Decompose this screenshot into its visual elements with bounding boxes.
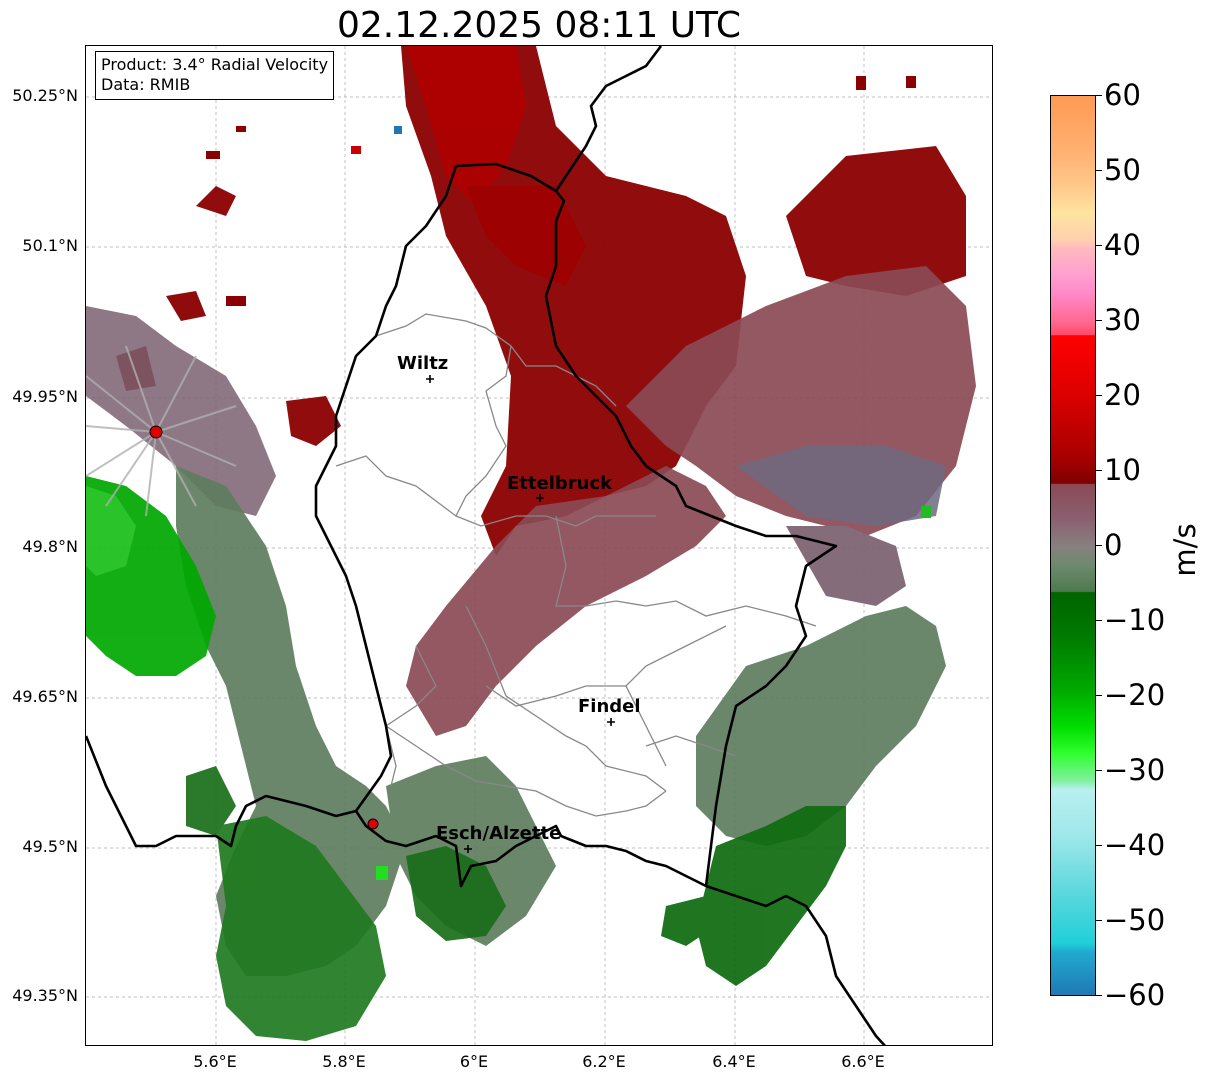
radar-site-marker-south (367, 818, 379, 830)
colorbar-tick (1096, 620, 1102, 621)
city-label-findel: Findel (578, 696, 641, 717)
colorbar-gradient (1051, 96, 1095, 995)
colorbar-tick-label: 10 (1104, 453, 1141, 487)
lon-tick-label: 6.6°E (841, 1052, 885, 1071)
city-label-ettelbruck: Ettelbruck (507, 473, 613, 494)
colorbar-tick-label: 40 (1104, 228, 1141, 262)
colorbar-tick-label: 0 (1104, 528, 1123, 562)
lon-tick-label: 5.8°E (322, 1052, 366, 1071)
colorbar-tick (1096, 320, 1102, 321)
radar-site-burst (86, 345, 237, 517)
lat-tick-label: 50.25°N (12, 86, 78, 105)
colorbar-tick-label: −40 (1104, 828, 1166, 862)
colorbar-tick-label: 50 (1104, 153, 1141, 187)
lat-tick-label: 49.35°N (12, 986, 78, 1005)
echo-strong-negative (86, 476, 216, 676)
lon-tick-label: 6°E (459, 1052, 489, 1071)
colorbar-tick-label: 30 (1104, 303, 1141, 337)
colorbar-tick (1096, 395, 1102, 396)
map-title: 02.12.2025 08:11 UTC (336, 5, 742, 46)
colorbar-tick-label: −50 (1104, 903, 1166, 937)
city-label-esch-alzette: Esch/Alzette (436, 823, 561, 844)
lat-tick-label: 49.8°N (22, 537, 78, 556)
colorbar-tick-label: −30 (1104, 753, 1166, 787)
lon-tick-label: 6.2°E (582, 1052, 626, 1071)
lat-tick-label: 49.65°N (12, 687, 78, 706)
velocity-colorbar (1050, 95, 1096, 996)
colorbar-tick (1096, 920, 1102, 921)
colorbar-tick (1096, 95, 1102, 96)
colorbar-tick-label: 60 (1104, 78, 1141, 112)
lat-tick-label: 49.5°N (22, 837, 78, 856)
colorbar-tick (1096, 170, 1102, 171)
colorbar-tick-label: −10 (1104, 603, 1166, 637)
scattered-echoes (206, 76, 931, 880)
echo-negative (186, 766, 846, 1041)
lon-tick-label: 6.4°E (712, 1052, 756, 1071)
colorbar-tick (1096, 845, 1102, 846)
data-source-label: Data: RMIB (101, 75, 191, 94)
colorbar-tick (1096, 545, 1102, 546)
colorbar-tick-label: −60 (1104, 978, 1166, 1012)
colorbar-tick (1096, 245, 1102, 246)
canton-boundaries (335, 313, 817, 817)
radar-site-marker (149, 425, 163, 439)
city-markers (426, 375, 615, 853)
colorbar-unit-text: m/s (1168, 523, 1202, 577)
info-box: Product: 3.4° Radial Velocity Data: RMIB (95, 51, 335, 100)
colorbar-tick-label: −20 (1104, 678, 1166, 712)
lon-tick-label: 5.6°E (193, 1052, 237, 1071)
colorbar-tick (1096, 695, 1102, 696)
colorbar-tick (1096, 770, 1102, 771)
colorbar-unit-label: m/s (1168, 523, 1202, 576)
lat-tick-label: 49.95°N (12, 387, 78, 406)
city-labels: Wiltz Ettelbruck Findel Esch/Alzette (397, 353, 641, 844)
colorbar-tick (1096, 470, 1102, 471)
colorbar-tick (1096, 995, 1102, 996)
colorbar-tick-label: 20 (1104, 378, 1141, 412)
radar-map[interactable]: Wiltz Ettelbruck Findel Esch/Alzette (85, 45, 993, 1046)
radar-map-canvas: Wiltz Ettelbruck Findel Esch/Alzette (86, 46, 992, 1045)
city-label-wiltz: Wiltz (397, 353, 448, 374)
country-borders (86, 46, 886, 1045)
lat-tick-label: 50.1°N (22, 236, 78, 255)
product-label: Product: 3.4° Radial Velocity (101, 55, 329, 74)
